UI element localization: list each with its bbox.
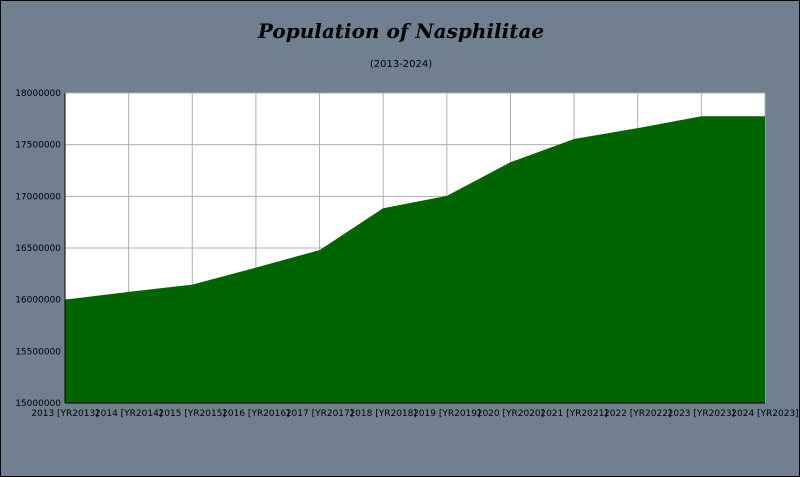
- x-tick-label: 2020 [YR2020]: [477, 409, 544, 419]
- x-tick-label: 2014 [YR2014]: [95, 409, 162, 419]
- chart-subtitle: (2013-2024): [369, 59, 433, 70]
- y-tick-label: 15000000: [15, 399, 61, 409]
- chart-title: Population of Nasphilitae: [257, 19, 545, 43]
- x-tick-label: 2018 [YR2018]: [349, 409, 416, 419]
- y-tick-label: 17000000: [15, 192, 61, 202]
- x-tick-label: 2024 [YR2023]: [731, 409, 798, 419]
- y-tick-label: 15500000: [15, 347, 61, 357]
- x-tick-label: 2019 [YR2019]: [413, 409, 480, 419]
- x-tick-label: 2016 [YR2016]: [222, 409, 289, 419]
- x-tick-label: 2015 [YR2015]: [159, 409, 226, 419]
- y-tick-label: 16000000: [15, 296, 61, 306]
- x-tick-label: 2017 [YR2017]: [286, 409, 353, 419]
- y-tick-label: 18000000: [15, 89, 61, 99]
- y-tick-label: 16500000: [15, 244, 61, 254]
- x-tick-label: 2021 [YR2021]: [540, 409, 607, 419]
- x-tick-label: 2023 [YR2023]: [668, 409, 735, 419]
- y-tick-label: 17500000: [15, 141, 61, 151]
- x-tick-label: 2013 [YR2013]: [31, 409, 98, 419]
- x-tick-label: 2022 [YR2022]: [604, 409, 671, 419]
- population-area: [65, 116, 765, 403]
